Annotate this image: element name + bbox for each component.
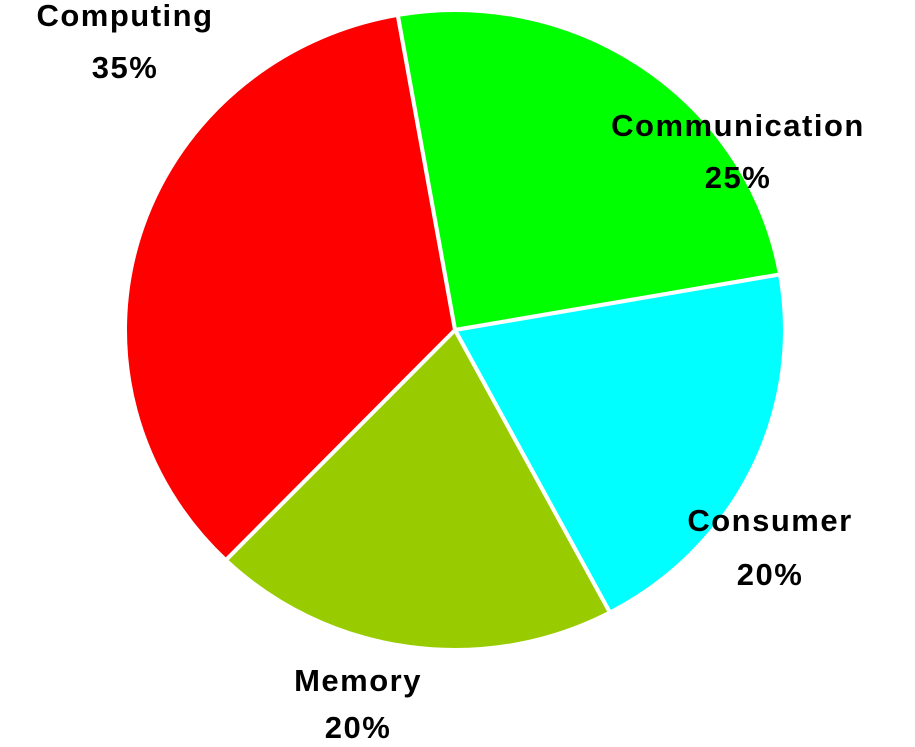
pie-slice [395, 8, 782, 332]
pie-slice [453, 272, 787, 615]
pie-slice [123, 12, 457, 563]
slice-value-label: 20% [325, 710, 392, 745]
slice-value-label: 35% [92, 50, 159, 85]
slice-value-label: 25% [705, 160, 772, 195]
pie-slice [223, 328, 612, 652]
slice-value-label: 20% [737, 557, 804, 592]
slice-label: Memory [294, 663, 422, 698]
slice-label: Communication [611, 108, 865, 143]
slice-label: Computing [36, 0, 213, 33]
slice-label: Consumer [687, 503, 852, 538]
